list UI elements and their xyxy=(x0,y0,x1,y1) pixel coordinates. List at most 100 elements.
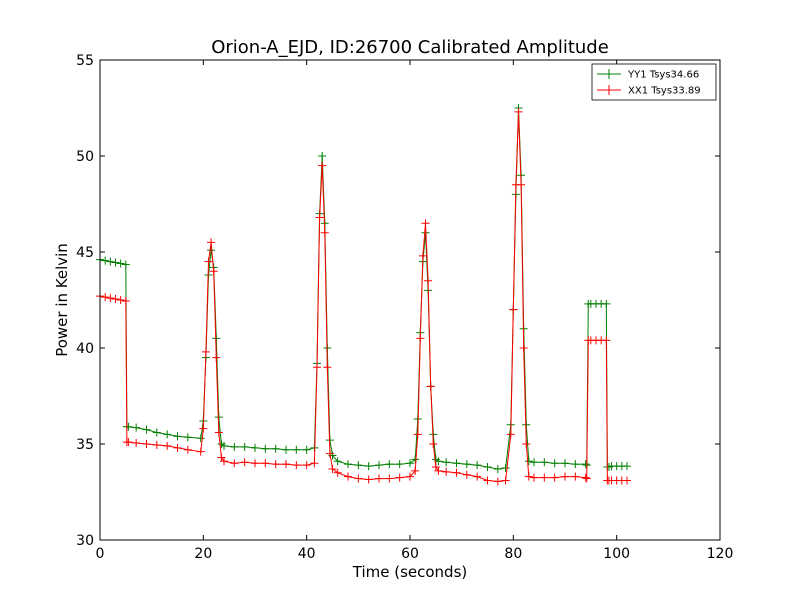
data-point xyxy=(212,353,221,362)
legend-label-xx1: XX1 Tsys33.89 xyxy=(628,86,701,97)
data-point xyxy=(152,440,161,449)
data-point xyxy=(501,464,510,472)
data-point xyxy=(581,473,590,482)
data-point xyxy=(424,276,433,285)
data-point xyxy=(152,428,161,437)
data-point xyxy=(116,296,125,304)
data-point xyxy=(173,432,182,441)
data-point xyxy=(442,458,451,467)
data-point xyxy=(209,267,218,276)
data-point xyxy=(406,459,414,468)
data-point xyxy=(251,443,259,452)
data-point xyxy=(292,461,301,470)
data-point xyxy=(462,470,471,479)
data-point xyxy=(320,228,329,237)
data-point xyxy=(325,449,334,458)
data-point xyxy=(395,460,404,469)
data-point xyxy=(230,459,239,468)
data-point xyxy=(550,473,559,482)
data-point xyxy=(240,458,249,467)
data-point xyxy=(220,457,228,466)
data-point xyxy=(462,460,471,469)
data-point xyxy=(315,213,324,222)
data-point xyxy=(328,464,337,473)
data-point xyxy=(106,294,115,303)
data-point xyxy=(106,257,115,266)
data-point xyxy=(302,445,311,454)
data-point xyxy=(183,445,192,454)
data-point xyxy=(452,468,461,477)
data-point xyxy=(163,430,172,439)
data-point xyxy=(582,474,591,483)
data-point xyxy=(514,107,523,116)
x-tick-label: 40 xyxy=(298,546,316,562)
data-point xyxy=(509,305,518,314)
y-tick-label: 55 xyxy=(76,53,94,69)
data-point xyxy=(121,260,130,269)
data-point xyxy=(385,474,394,483)
data-point xyxy=(196,447,205,456)
data-point xyxy=(522,440,531,448)
data-point xyxy=(199,424,208,433)
data-point xyxy=(173,443,182,452)
data-point xyxy=(344,472,352,481)
data-point xyxy=(310,459,319,468)
data-point xyxy=(406,472,414,481)
data-point xyxy=(571,460,580,469)
data-point xyxy=(354,461,363,470)
data-point xyxy=(318,152,327,160)
ticks-layer: 0 20 40 60 80 100 120 30 35 40 45 50 55 xyxy=(76,53,733,562)
data-point xyxy=(418,251,427,260)
x-tick-label: 20 xyxy=(194,546,212,562)
data-point xyxy=(524,457,533,466)
legend-marker-yy1 xyxy=(604,69,614,79)
data-point xyxy=(132,439,141,448)
y-tick-label: 40 xyxy=(76,341,94,357)
data-point xyxy=(261,459,270,468)
data-point xyxy=(561,472,569,481)
data-point xyxy=(333,468,342,477)
data-point xyxy=(530,458,538,467)
data-point xyxy=(540,458,549,467)
data-point xyxy=(163,441,172,450)
data-point xyxy=(132,423,141,432)
data-point xyxy=(483,463,492,472)
data-point xyxy=(207,238,216,247)
data-point xyxy=(623,462,631,471)
data-point xyxy=(493,464,502,473)
data-point xyxy=(623,476,631,485)
data-point xyxy=(421,219,430,228)
data-point xyxy=(240,442,249,451)
data-point xyxy=(540,473,549,482)
data-point xyxy=(292,445,301,454)
data-point xyxy=(111,295,120,304)
y-axis-label: Power in Kelvin xyxy=(53,243,71,357)
data-point xyxy=(142,440,151,448)
data-point xyxy=(395,473,404,482)
data-point xyxy=(364,475,373,484)
data-point xyxy=(375,461,383,470)
y-tick-label: 30 xyxy=(76,533,94,549)
data-point xyxy=(434,457,443,466)
data-point xyxy=(201,347,210,356)
legend-label-yy1: YY1 Tsys34.66 xyxy=(627,70,699,81)
data-point xyxy=(434,466,443,475)
legend-frame xyxy=(591,63,717,101)
data-point xyxy=(251,459,259,468)
data-point xyxy=(602,299,611,308)
data-point xyxy=(493,477,502,486)
x-tick-label: 100 xyxy=(603,546,630,562)
chart-title: Orion-A_EJD, ID:26700 Calibrated Amplitu… xyxy=(211,37,609,58)
data-point xyxy=(530,473,538,482)
data-point xyxy=(375,474,383,483)
data-point xyxy=(302,461,311,470)
data-point xyxy=(416,334,425,343)
data-point xyxy=(452,459,461,468)
data-point xyxy=(121,296,130,305)
data-point xyxy=(473,461,482,470)
data-point xyxy=(282,460,290,469)
data-point xyxy=(282,445,290,454)
data-point xyxy=(116,259,125,268)
data-point xyxy=(124,438,133,447)
